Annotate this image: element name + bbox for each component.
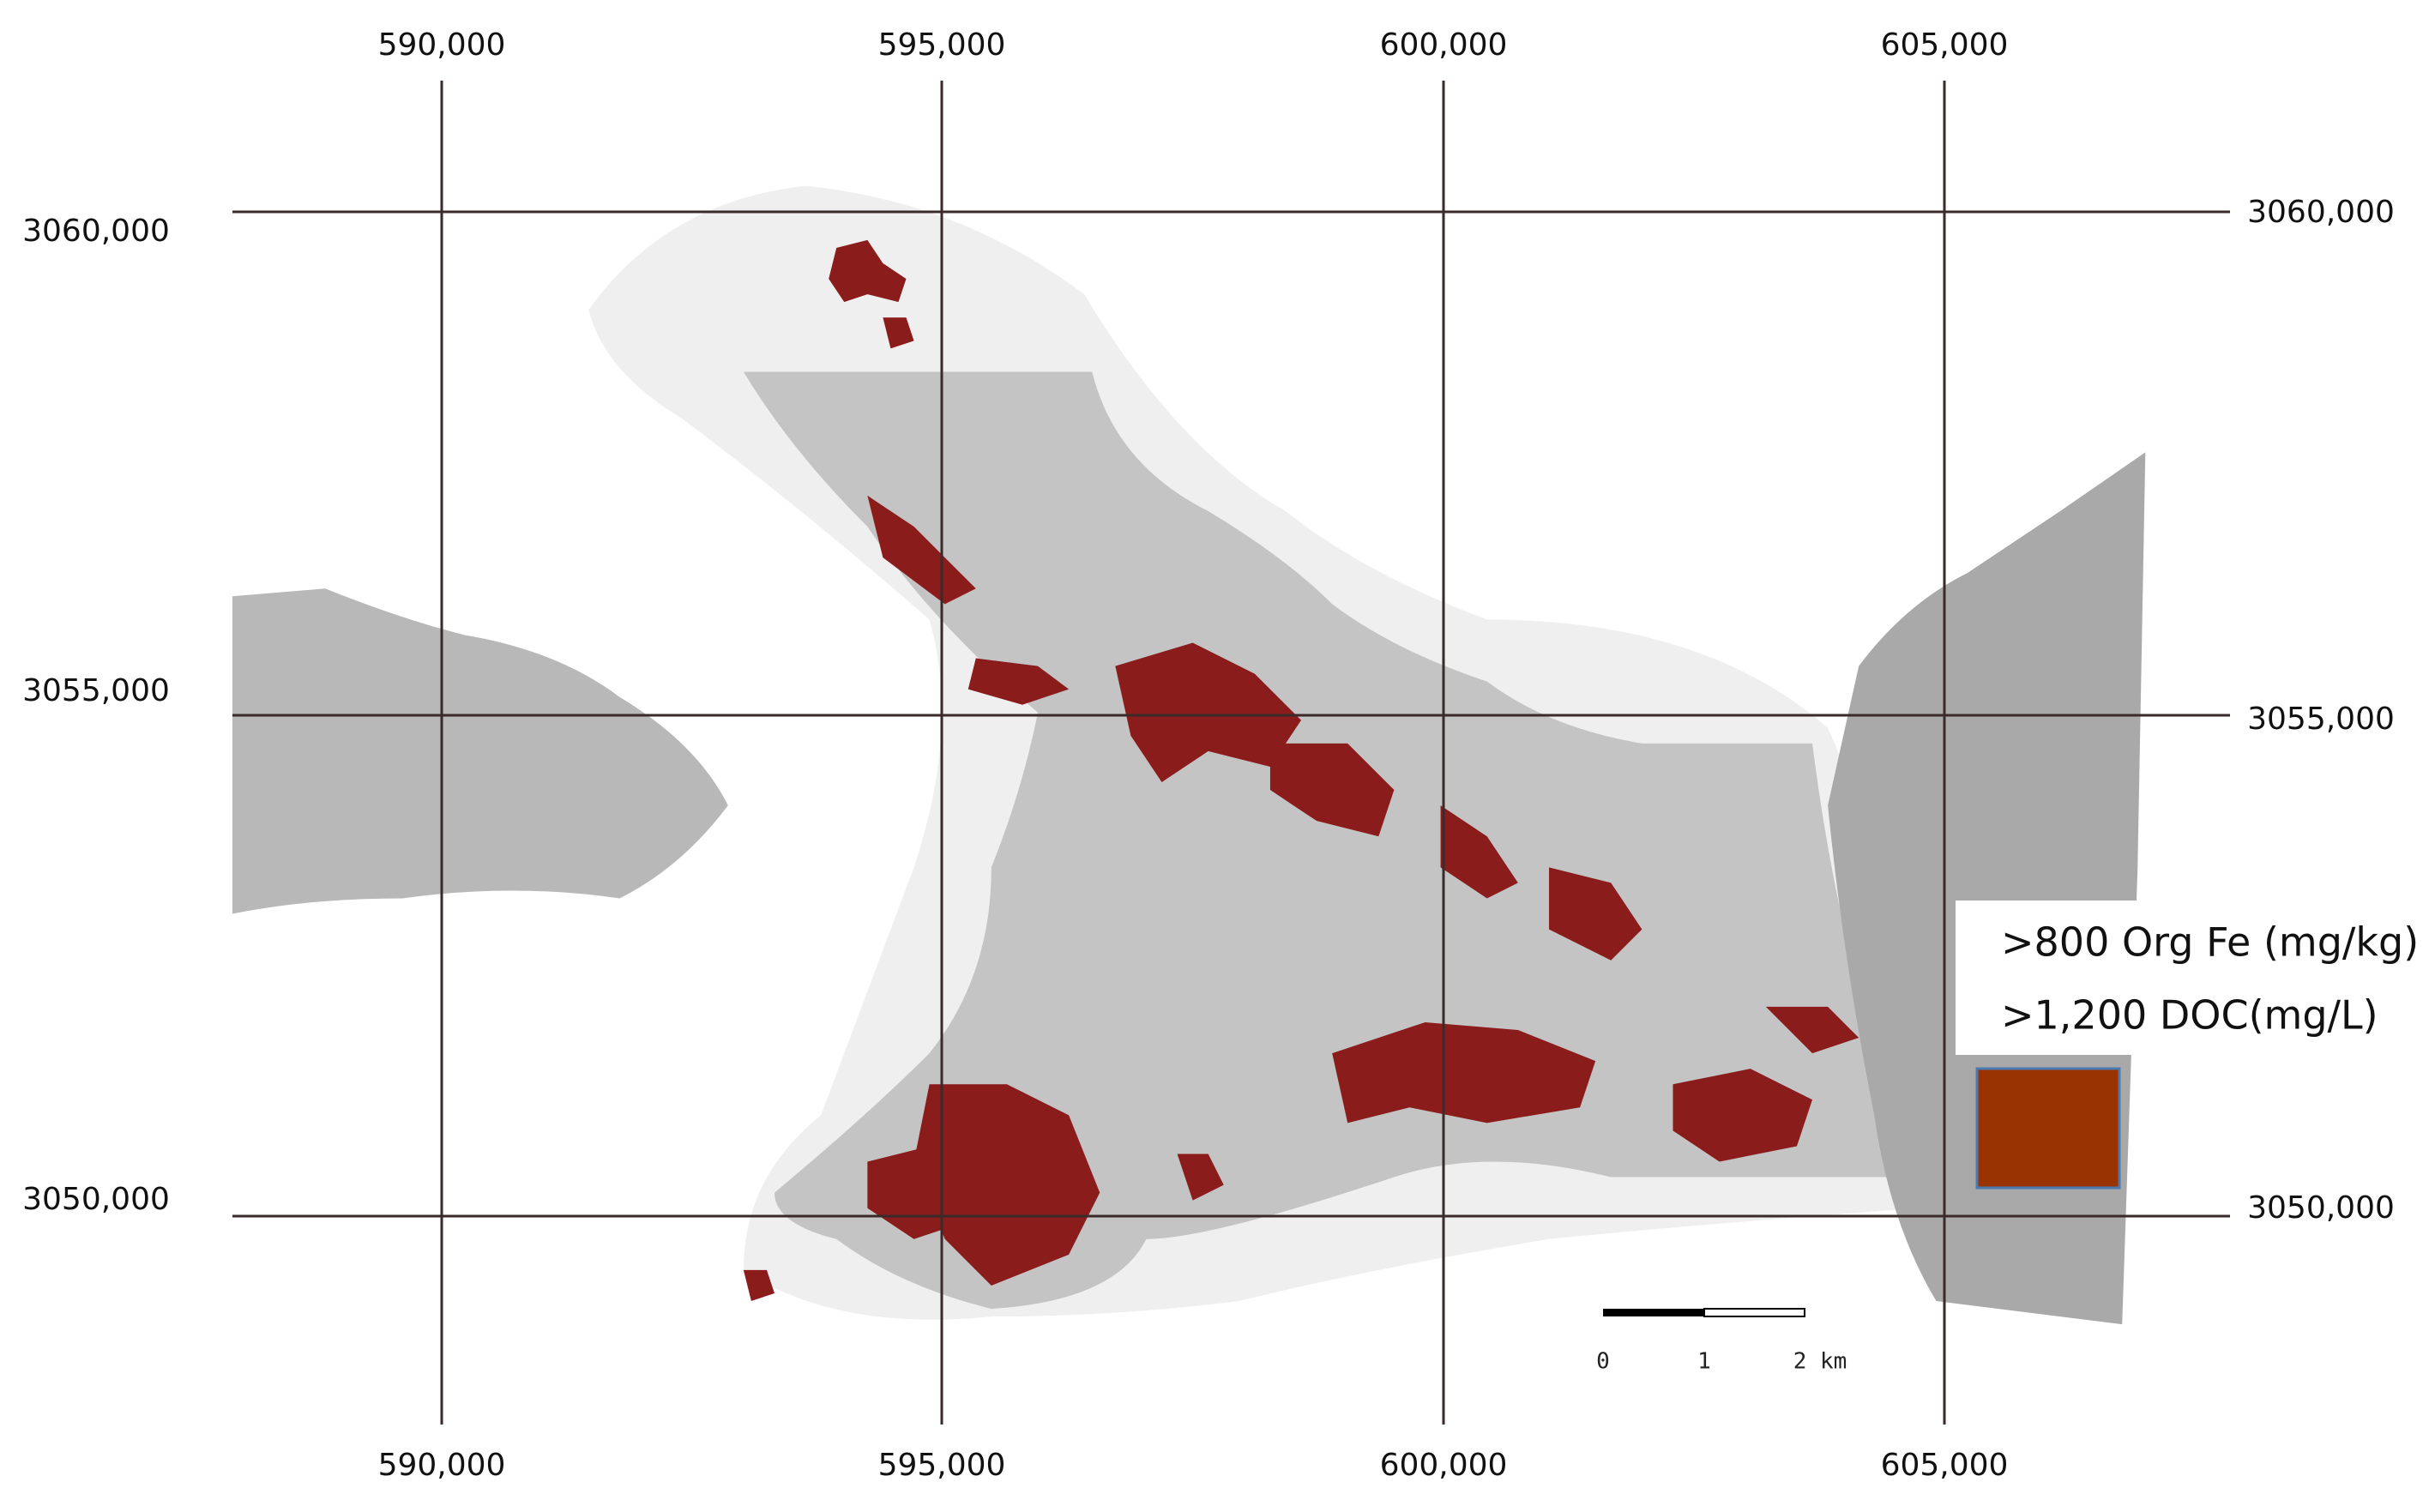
left-land xyxy=(232,588,728,914)
northing-label: 3050,000 xyxy=(22,1182,170,1217)
scale-bar: 0 1 2 km xyxy=(1596,1308,1847,1375)
scale-bar-black xyxy=(1603,1309,1704,1316)
northing-label: 3055,000 xyxy=(2247,702,2395,737)
map-art xyxy=(232,185,2146,1325)
scale-label: 0 xyxy=(1596,1349,1610,1375)
easting-label: 595,000 xyxy=(878,27,1006,63)
easting-label: 605,000 xyxy=(1881,1448,2009,1483)
legend-box xyxy=(1956,901,2247,1055)
island xyxy=(743,371,1898,1310)
easting-label: 600,000 xyxy=(1380,27,1508,63)
legend-swatch xyxy=(1975,1067,2121,1190)
northing-label: 3060,000 xyxy=(2247,195,2395,230)
easting-label: 600,000 xyxy=(1380,1448,1508,1483)
northing-label: 3050,000 xyxy=(2247,1190,2395,1226)
scale-label: 1 xyxy=(1697,1349,1711,1375)
scale-label: 2 km xyxy=(1793,1349,1847,1375)
high-fe-doc-areas xyxy=(743,239,1859,1302)
easting-label: 605,000 xyxy=(1881,27,2009,63)
legend-label: >800 Org Fe (mg/kg) xyxy=(2001,919,2419,966)
easting-label: 590,000 xyxy=(378,27,506,63)
easting-label: 595,000 xyxy=(878,1448,1006,1483)
scale-bar-white xyxy=(1703,1308,1805,1317)
legend-label: >1,200 DOC(mg/L) xyxy=(2001,992,2378,1039)
grid: 590,000 590,000 595,000 595,000 600,000 600,0… xyxy=(22,27,2395,1483)
easting-label: 590,000 xyxy=(378,1448,506,1483)
northing-label: 3060,000 xyxy=(22,214,170,249)
northing-label: 3055,000 xyxy=(22,673,170,708)
